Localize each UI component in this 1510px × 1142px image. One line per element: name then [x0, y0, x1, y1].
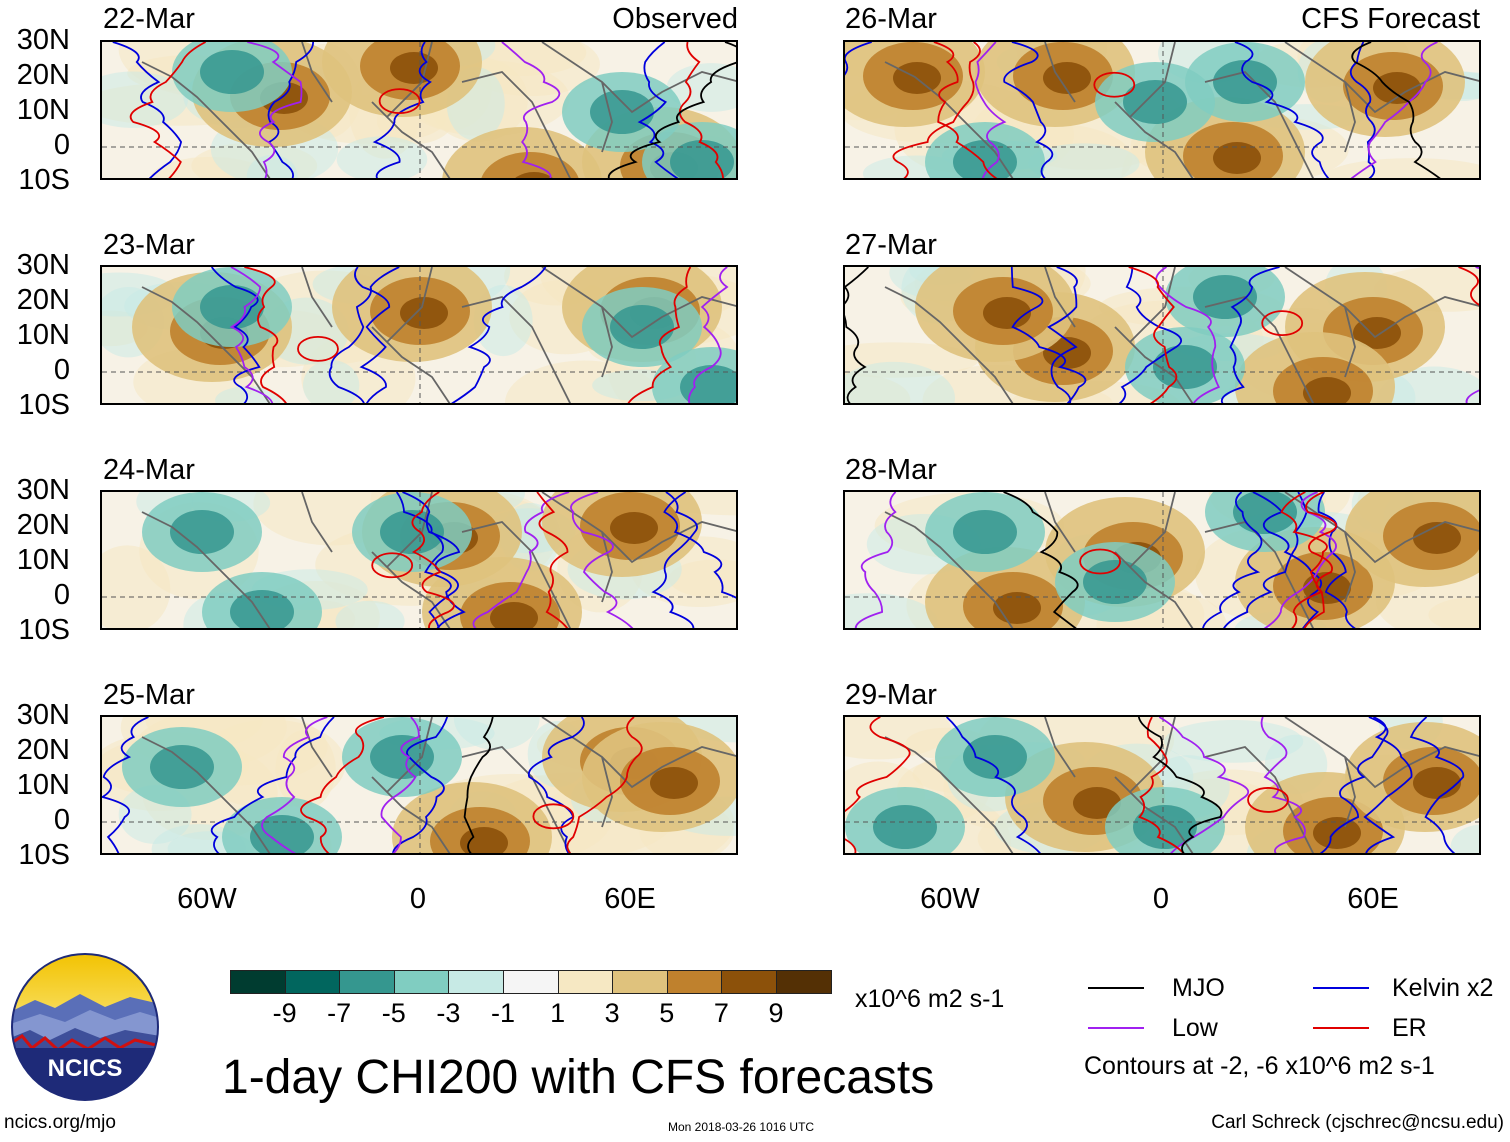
ncics-logo: NCICS: [10, 952, 160, 1102]
y-axis-label: 10N: [16, 319, 70, 351]
observed-label: Observed: [612, 3, 738, 35]
y-axis-label: 10S: [18, 839, 70, 871]
panel-date-label: 28-Mar: [845, 454, 937, 486]
legend-line-low: [1088, 1027, 1144, 1029]
map-panel-observed-1: [100, 40, 738, 180]
y-axis-label: 20N: [16, 509, 70, 541]
colorbar-units: x10^6 m2 s-1: [855, 985, 1005, 1013]
y-axis-label: 30N: [16, 24, 70, 56]
map-panel-observed-3: [100, 490, 738, 630]
y-axis-label: 30N: [16, 699, 70, 731]
x-axis-label: 60E: [604, 883, 656, 915]
legend-line-er: [1313, 1027, 1369, 1029]
colorbar-swatch: [230, 970, 286, 994]
panel-date-label: 25-Mar: [103, 679, 195, 711]
y-axis-label: 20N: [16, 59, 70, 91]
y-axis-label: 0: [53, 354, 70, 386]
y-axis-label: 30N: [16, 474, 70, 506]
colorbar-swatch: [721, 970, 777, 994]
legend-label-er: ER: [1392, 1014, 1427, 1042]
x-axis-label: 60W: [177, 883, 237, 915]
y-axis-label: 10N: [16, 769, 70, 801]
colorbar-tick-label: 1: [550, 998, 566, 1028]
colorbar-tick-label: -7: [327, 998, 352, 1028]
y-axis-label: 20N: [16, 734, 70, 766]
legend-label-kelvin: Kelvin x2: [1392, 974, 1494, 1002]
legend-line-kelvin: [1313, 987, 1369, 989]
footer-timestamp: Mon 2018-03-26 1016 UTC: [668, 1120, 815, 1134]
colorbar-swatch: [284, 970, 341, 994]
x-axis-label: 0: [1152, 883, 1170, 915]
y-axis-label: 0: [53, 804, 70, 836]
colorbar-swatch: [339, 970, 395, 994]
footer-url: ncics.org/mjo: [4, 1112, 116, 1133]
panel-date-label: 29-Mar: [845, 679, 937, 711]
y-axis-label: 20N: [16, 284, 70, 316]
legend-label-low: Low: [1172, 1014, 1218, 1042]
colorbar-swatch: [448, 970, 504, 994]
y-axis-label: 0: [53, 579, 70, 611]
x-axis-label: 60E: [1347, 883, 1399, 915]
legend-line-mjo: [1088, 987, 1144, 989]
panel-date-label: 24-Mar: [103, 454, 195, 486]
legend-note: Contours at -2, -6 x10^6 m2 s-1: [1084, 1052, 1435, 1080]
map-panel-observed-2: [100, 265, 738, 405]
footer-author: Carl Schreck (cjschrec@ncsu.edu): [1211, 1112, 1504, 1133]
y-axis-label: 10S: [18, 389, 70, 421]
forecast-label: CFS Forecast: [1301, 3, 1480, 35]
colorbar-swatch: [612, 970, 668, 994]
colorbar-tick-label: 3: [604, 998, 620, 1028]
panel-date-label: 23-Mar: [103, 229, 195, 261]
colorbar-tick-label: -5: [381, 998, 406, 1028]
y-axis-label: 10N: [16, 94, 70, 126]
map-panel-forecast-4: [843, 715, 1481, 855]
colorbar-swatch: [393, 970, 450, 994]
panel-date-label: 27-Mar: [845, 229, 937, 261]
map-panel-observed-4: [100, 715, 738, 855]
legend-label-mjo: MJO: [1172, 974, 1225, 1002]
colorbar-tick-label: 5: [659, 998, 675, 1028]
panel-date-label: 22-Mar: [103, 3, 195, 35]
y-axis-label: 10S: [18, 164, 70, 196]
colorbar-swatch: [557, 970, 614, 994]
colorbar-swatch: [503, 970, 559, 994]
colorbar-tick-label: 9: [768, 998, 784, 1028]
y-axis-label: 0: [53, 129, 70, 161]
colorbar-tick-label: -3: [436, 998, 461, 1028]
y-axis-label: 10S: [18, 614, 70, 646]
y-axis-label: 30N: [16, 249, 70, 281]
colorbar-tick-label: -9: [272, 998, 297, 1028]
colorbar-swatch: [666, 970, 723, 994]
colorbar-swatch: [776, 970, 832, 994]
panel-date-label: 26-Mar: [845, 3, 937, 35]
map-panel-forecast-1: [843, 40, 1481, 180]
colorbar-tick-label: 7: [713, 998, 729, 1028]
y-axis-label: 10N: [16, 544, 70, 576]
map-panel-forecast-3: [843, 490, 1481, 630]
x-axis-label: 0: [409, 883, 427, 915]
logo-text: NCICS: [48, 1055, 123, 1082]
map-panel-forecast-2: [843, 265, 1481, 405]
x-axis-label: 60W: [920, 883, 980, 915]
colorbar-tick-label: -1: [490, 998, 515, 1028]
figure-title: 1-day CHI200 with CFS forecasts: [222, 1051, 935, 1104]
